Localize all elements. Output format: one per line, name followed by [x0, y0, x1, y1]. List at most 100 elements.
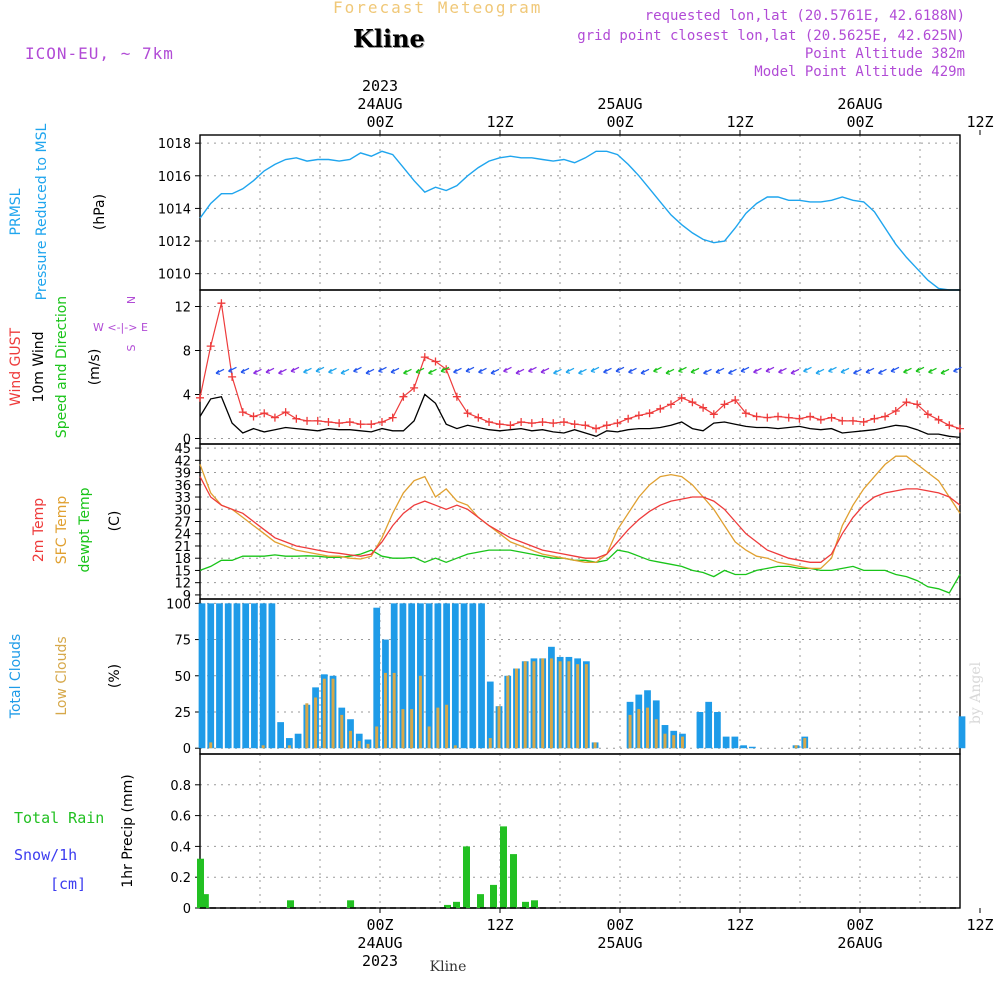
total-cloud-bar [373, 607, 381, 749]
total-cloud-bar [285, 738, 293, 749]
low-cloud-bar [672, 735, 676, 749]
total-rain-label: Total Rain [14, 809, 104, 827]
low-clouds-axis-title: Low Clouds [54, 636, 70, 715]
gust-marker [399, 392, 408, 401]
gust-marker [388, 413, 397, 422]
low-cloud-bar [803, 738, 807, 749]
gust-marker [335, 419, 344, 428]
time-axis-top-label: 00Z [366, 113, 393, 131]
time-axis-bottom-label: 00Z [366, 916, 393, 934]
wind-direction-arrow [603, 367, 612, 374]
gust-marker [238, 408, 247, 417]
y-tick-label: 0.8 [170, 779, 191, 794]
gust-marker [613, 419, 622, 428]
time-axis-top-label: 25AUG [597, 95, 642, 113]
rain-bar [453, 901, 460, 908]
gust-marker [902, 398, 911, 407]
y-tick-label: 100 [166, 597, 191, 612]
gust-marker [848, 416, 857, 425]
grid-coords: grid point closest lon,lat (20.5625E, 42… [577, 28, 965, 44]
panel-frame [199, 753, 961, 909]
wind-direction-arrow [478, 367, 487, 374]
y-tick-label: 1010 [158, 268, 191, 283]
wind-direction-arrow [390, 367, 400, 374]
low-cloud-bar [646, 707, 649, 749]
wind-direction-arrow [340, 368, 350, 375]
gust-marker [945, 421, 954, 430]
y-tick-label: 30 [174, 503, 191, 518]
wind-direction-arrow [803, 366, 812, 373]
total-cloud-bar [251, 603, 258, 749]
total-cloud-bar [748, 746, 756, 749]
compass-we-label: W <-|-> E [93, 321, 148, 334]
total-cloud-bar [425, 603, 433, 749]
gust-marker [356, 420, 365, 429]
total-cloud-bar [460, 603, 468, 749]
gust-marker [495, 420, 504, 429]
rain-bar [201, 894, 209, 908]
y-tick-label: 36 [174, 479, 191, 494]
time-axis-top-label: 00Z [606, 113, 633, 131]
gust-marker [570, 420, 579, 429]
gust-marker [206, 342, 215, 351]
gust-marker [688, 398, 697, 407]
wind-direction-arrow [640, 368, 650, 375]
dewpt-series-line [199, 549, 961, 594]
wind-direction-arrow [678, 366, 687, 373]
y-tick-label: 45 [174, 442, 191, 457]
gust-marker [260, 409, 269, 418]
gust-marker [709, 410, 718, 419]
low-cloud-bar [331, 678, 335, 749]
total-cloud-bar [399, 603, 407, 749]
wind-direction-arrow [553, 368, 562, 375]
wind-direction-arrow [728, 368, 737, 375]
gust-marker [367, 420, 376, 429]
temp-unit-label: (C) [107, 511, 123, 532]
low-cloud-bar [497, 706, 501, 749]
wind-direction-arrow [465, 366, 475, 373]
gust-marker [741, 409, 750, 418]
total-cloud-bar [740, 745, 747, 749]
low-cloud-bar [349, 730, 352, 749]
gust-marker [795, 414, 804, 423]
gust-marker [656, 404, 665, 413]
wind-direction-arrow [378, 366, 387, 373]
time-axis-top-label: 00Z [846, 113, 873, 131]
rain-bar [522, 901, 529, 908]
time-axis-top-label: 12Z [966, 113, 993, 131]
wind-direction-arrow [690, 367, 700, 374]
total-cloud-bar [443, 603, 450, 749]
y-tick-label: 27 [174, 516, 191, 531]
low-cloud-bar [558, 661, 562, 749]
pressure-axis-title: PRMSL [8, 188, 24, 235]
y-tick-label: 39 [174, 467, 191, 482]
time-axis-bottom-label: 25AUG [597, 934, 642, 952]
y-tick-label: 1018 [158, 137, 191, 152]
wind-direction-arrow [940, 368, 950, 375]
total-cloud-bar [705, 701, 713, 749]
wind-direction-arrow [653, 366, 662, 373]
wind-direction-arrow [540, 367, 550, 374]
total-cloud-bar [268, 603, 276, 749]
gust-marker [602, 421, 611, 430]
wind-direction-arrow [590, 366, 600, 373]
wind-direction-arrow [903, 367, 912, 374]
wind-direction-arrow [828, 366, 837, 373]
wind-direction-axis-title: Speed and Direction [54, 296, 70, 438]
gust-marker [538, 418, 547, 426]
total-cloud-bar [408, 603, 416, 749]
panel-frame [199, 134, 961, 291]
gust-marker [377, 418, 386, 426]
total-cloud-bar [198, 603, 206, 749]
gust-marker [645, 409, 654, 418]
footer-location-label: Kline [430, 959, 467, 975]
gust-marker [731, 396, 740, 404]
gust-marker [913, 400, 922, 409]
time-axis-top-label: 2023 [362, 77, 398, 95]
wind-direction-arrow [328, 367, 337, 374]
gust-marker [249, 412, 258, 421]
location-title: Kline [353, 24, 425, 53]
wind-direction-arrow [753, 367, 762, 374]
wind-direction-arrow [665, 368, 675, 375]
wind-direction-arrow [565, 367, 575, 374]
